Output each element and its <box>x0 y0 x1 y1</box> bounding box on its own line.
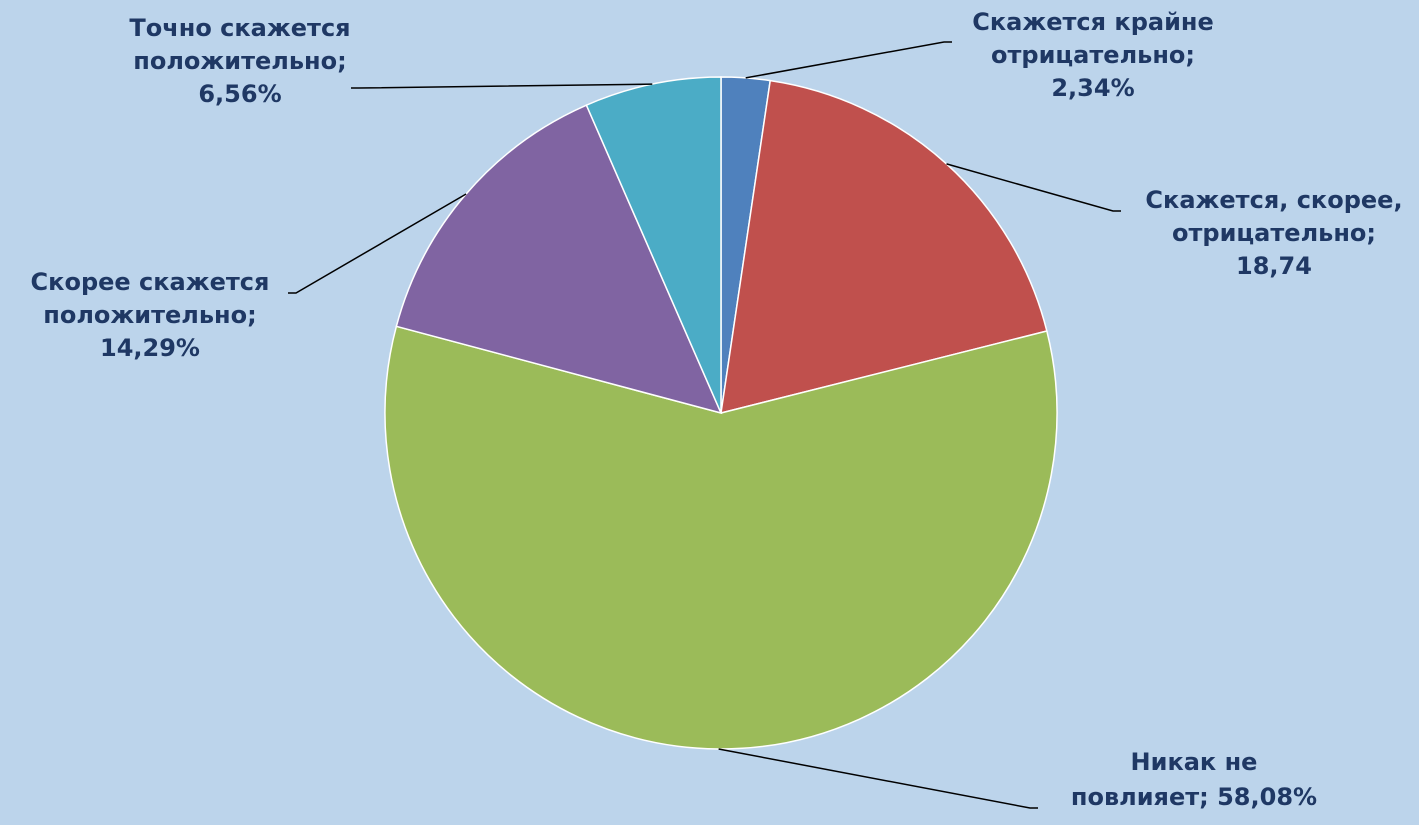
leader-line-2 <box>718 748 1038 809</box>
data-label-line: повлияет; 58,08% <box>1071 783 1317 811</box>
data-label-0: Скажется крайне отрицательно; 2,34% <box>972 8 1214 102</box>
leader-line-3 <box>288 193 467 294</box>
data-label-line: Скажется крайне <box>972 8 1214 36</box>
data-label-line: Скорее скажется <box>31 268 270 296</box>
data-label-line: 14,29% <box>100 334 200 362</box>
data-label-4: Точно скажется положительно; 6,56% <box>129 14 350 108</box>
data-label-line: 2,34% <box>1051 74 1134 102</box>
data-label-line: отрицательно; <box>991 41 1195 69</box>
pie-slices <box>384 76 1058 750</box>
data-label-line: отрицательно; <box>1172 219 1376 247</box>
data-label-line: Скажется, скорее, <box>1145 186 1402 214</box>
data-label-3: Скорее скажется положительно; 14,29% <box>31 268 270 362</box>
pie-slice-3 <box>395 104 723 415</box>
leader-lines <box>288 41 1121 809</box>
pie-slice-2 <box>384 325 1058 750</box>
data-label-line: Никак не <box>1131 748 1258 776</box>
leader-line-1 <box>946 163 1121 212</box>
data-label-1: Скажется, скорее, отрицательно; 18,74 <box>1145 186 1402 280</box>
data-label-line: положительно; <box>43 301 256 329</box>
data-label-line: Точно скажется <box>129 14 350 42</box>
data-label-2: Никак не повлияет; 58,08% <box>1071 748 1317 811</box>
data-label-line: положительно; <box>133 47 346 75</box>
data-label-line: 6,56% <box>198 80 281 108</box>
pie-slice-1 <box>720 79 1048 415</box>
data-label-line: 18,74 <box>1236 252 1312 280</box>
leader-line-0 <box>745 41 952 79</box>
data-labels: Скажется крайне отрицательно; 2,34%Скажетс… <box>31 8 1403 811</box>
leader-line-4 <box>351 83 653 89</box>
